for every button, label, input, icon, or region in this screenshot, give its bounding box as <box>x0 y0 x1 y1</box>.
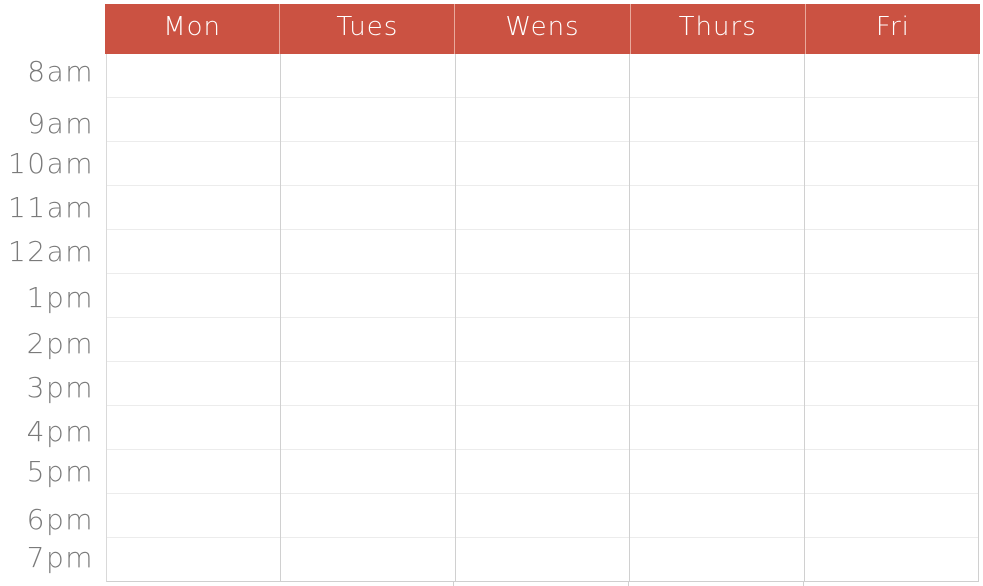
time-slot[interactable] <box>630 230 804 274</box>
time-slot[interactable] <box>455 142 630 186</box>
time-slot[interactable] <box>630 362 804 406</box>
time-slot[interactable] <box>630 98 804 142</box>
time-slot[interactable] <box>455 98 630 142</box>
time-label-5pm: 5pm <box>26 455 94 488</box>
day-header-mon: Mon <box>105 4 281 54</box>
day-column-thurs <box>630 54 805 581</box>
time-label-12am: 12am <box>7 235 94 268</box>
time-slot[interactable] <box>107 230 281 274</box>
time-slot[interactable] <box>804 318 979 362</box>
time-slot[interactable] <box>107 98 281 142</box>
column-divider-tail <box>628 582 629 586</box>
time-slot[interactable] <box>281 362 455 406</box>
time-slot[interactable] <box>455 318 630 362</box>
time-slot[interactable] <box>630 450 804 494</box>
time-slot[interactable] <box>281 98 455 142</box>
time-slot[interactable] <box>804 142 979 186</box>
time-label-7pm: 7pm <box>26 541 94 574</box>
time-slot[interactable] <box>281 230 455 274</box>
time-slot[interactable] <box>456 538 629 581</box>
time-slot[interactable] <box>804 406 979 450</box>
time-slot[interactable] <box>455 494 630 538</box>
time-label-8am: 8am <box>27 55 94 88</box>
column-divider-tail <box>803 582 804 586</box>
time-slot[interactable] <box>107 450 281 494</box>
time-slot[interactable] <box>107 362 281 406</box>
day-column-tues <box>281 54 456 581</box>
time-slot[interactable] <box>804 186 979 230</box>
time-slot[interactable] <box>107 318 281 362</box>
time-slot[interactable] <box>281 494 455 538</box>
time-slot[interactable] <box>455 274 630 318</box>
time-slot[interactable] <box>804 274 979 318</box>
time-slot[interactable] <box>630 142 804 186</box>
time-slot[interactable] <box>107 142 281 186</box>
time-slot[interactable] <box>281 54 455 98</box>
time-slot[interactable] <box>107 186 281 230</box>
time-label-10am: 10am <box>7 147 94 180</box>
time-label-4pm: 4pm <box>26 415 94 448</box>
time-slot[interactable] <box>630 54 804 98</box>
time-slot[interactable] <box>107 274 281 318</box>
time-slot[interactable] <box>805 538 978 581</box>
time-slot[interactable] <box>804 230 979 274</box>
time-label-1pm: 1pm <box>26 281 94 314</box>
day-header-thurs: Thurs <box>631 4 806 54</box>
time-slot[interactable] <box>630 538 803 581</box>
day-column-mon <box>107 54 282 581</box>
time-label-11am: 11am <box>7 191 94 224</box>
day-header-row: Mon Tues Wens Thurs Fri <box>105 4 980 54</box>
time-slot[interactable] <box>281 406 455 450</box>
time-slot[interactable] <box>281 142 455 186</box>
time-label-9am: 9am <box>27 107 94 140</box>
time-slot[interactable] <box>281 538 454 581</box>
time-slot[interactable] <box>630 274 804 318</box>
time-slot[interactable] <box>804 450 979 494</box>
time-slot[interactable] <box>630 494 804 538</box>
time-slot[interactable] <box>281 450 455 494</box>
time-slot[interactable] <box>630 318 804 362</box>
column-divider-tail <box>453 582 454 586</box>
day-header-fri: Fri <box>875 12 910 42</box>
time-slot[interactable] <box>804 54 979 98</box>
time-slot[interactable] <box>455 406 630 450</box>
day-header-tues: Tues <box>280 4 456 54</box>
time-slot[interactable] <box>107 54 281 98</box>
time-label-3pm: 3pm <box>26 371 94 404</box>
time-slot[interactable] <box>281 274 455 318</box>
time-slot[interactable] <box>455 54 630 98</box>
time-slot[interactable] <box>455 450 630 494</box>
time-slot[interactable] <box>455 362 630 406</box>
time-slot[interactable] <box>455 186 630 230</box>
time-slot[interactable] <box>804 98 979 142</box>
time-slot[interactable] <box>281 318 455 362</box>
time-slot[interactable] <box>107 538 280 581</box>
schedule-grid <box>106 54 980 582</box>
time-slot[interactable] <box>107 494 281 538</box>
time-label-2pm: 2pm <box>26 327 94 360</box>
time-slot[interactable] <box>281 186 455 230</box>
time-slot[interactable] <box>630 406 804 450</box>
day-column-wens <box>455 54 631 581</box>
time-slot[interactable] <box>804 362 979 406</box>
time-slot[interactable] <box>630 186 804 230</box>
time-label-6pm: 6pm <box>26 503 94 536</box>
day-column-fri <box>804 54 980 581</box>
time-slot[interactable] <box>107 406 281 450</box>
time-slot[interactable] <box>455 230 630 274</box>
time-slot[interactable] <box>804 494 979 538</box>
day-header-wens: Wens <box>455 4 631 54</box>
